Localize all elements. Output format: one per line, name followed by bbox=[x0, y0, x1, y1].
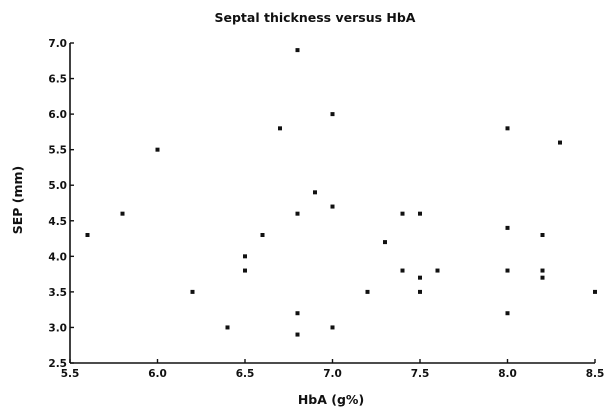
y-tick-label: 3.5 bbox=[48, 287, 67, 299]
data-point bbox=[155, 147, 160, 152]
data-point bbox=[330, 325, 335, 330]
data-point bbox=[225, 325, 230, 330]
data-point bbox=[295, 211, 300, 216]
data-point bbox=[120, 211, 125, 216]
data-point bbox=[540, 268, 545, 273]
x-tick-label: 5.5 bbox=[61, 368, 80, 380]
y-tick-label: 5.5 bbox=[48, 145, 67, 157]
data-point bbox=[190, 289, 195, 294]
data-point bbox=[295, 332, 300, 337]
data-point bbox=[400, 211, 405, 216]
axes bbox=[69, 43, 595, 364]
chart-title: Septal thickness versus HbA bbox=[215, 10, 416, 25]
data-point bbox=[418, 211, 422, 216]
y-tick-label: 3.0 bbox=[48, 322, 67, 334]
data-point bbox=[295, 311, 300, 316]
data-point bbox=[85, 233, 90, 237]
data-point bbox=[313, 190, 317, 195]
data-point bbox=[540, 233, 545, 237]
x-tick-label: 7.0 bbox=[323, 368, 342, 380]
y-tick-label: 2.5 bbox=[48, 358, 67, 370]
y-axis-label: SEP (mm) bbox=[10, 166, 25, 235]
data-point bbox=[400, 268, 405, 273]
x-tick-label: 8.5 bbox=[586, 368, 605, 380]
x-axis-ticks: 5.5 6.0 6.5 7.0 7.5 8.0 8.5 bbox=[61, 359, 605, 380]
data-point bbox=[505, 268, 510, 273]
x-tick-label: 7.5 bbox=[411, 368, 430, 380]
y-tick-label: 6.0 bbox=[48, 109, 67, 121]
data-point bbox=[505, 311, 510, 316]
x-tick-label: 6.0 bbox=[148, 368, 167, 380]
y-axis-ticks: 2.5 3.0 3.5 4.0 4.5 5.0 5.5 6.0 6.5 7.0 bbox=[48, 38, 74, 370]
data-points bbox=[85, 48, 597, 337]
data-point bbox=[593, 289, 597, 294]
data-point bbox=[435, 268, 440, 273]
data-point bbox=[418, 275, 422, 280]
y-tick-label: 4.0 bbox=[48, 251, 67, 263]
y-tick-label: 6.5 bbox=[48, 74, 67, 86]
data-point bbox=[330, 112, 335, 117]
data-point bbox=[505, 225, 510, 230]
data-point bbox=[295, 48, 300, 53]
x-tick-label: 6.5 bbox=[236, 368, 255, 380]
data-point bbox=[365, 289, 370, 294]
y-tick-label: 4.5 bbox=[48, 216, 67, 228]
data-point bbox=[383, 240, 387, 245]
x-axis-label: HbA (g%) bbox=[298, 392, 364, 407]
data-point bbox=[243, 254, 247, 259]
data-point bbox=[540, 275, 545, 280]
data-point bbox=[260, 233, 265, 237]
data-point bbox=[278, 126, 282, 131]
data-point bbox=[418, 289, 422, 294]
y-tick-label: 7.0 bbox=[48, 38, 67, 50]
data-point bbox=[558, 140, 562, 145]
data-point bbox=[505, 126, 510, 131]
data-point bbox=[330, 204, 335, 209]
data-point bbox=[243, 268, 247, 273]
x-tick-label: 8.0 bbox=[498, 368, 517, 380]
y-tick-label: 5.0 bbox=[48, 180, 67, 192]
